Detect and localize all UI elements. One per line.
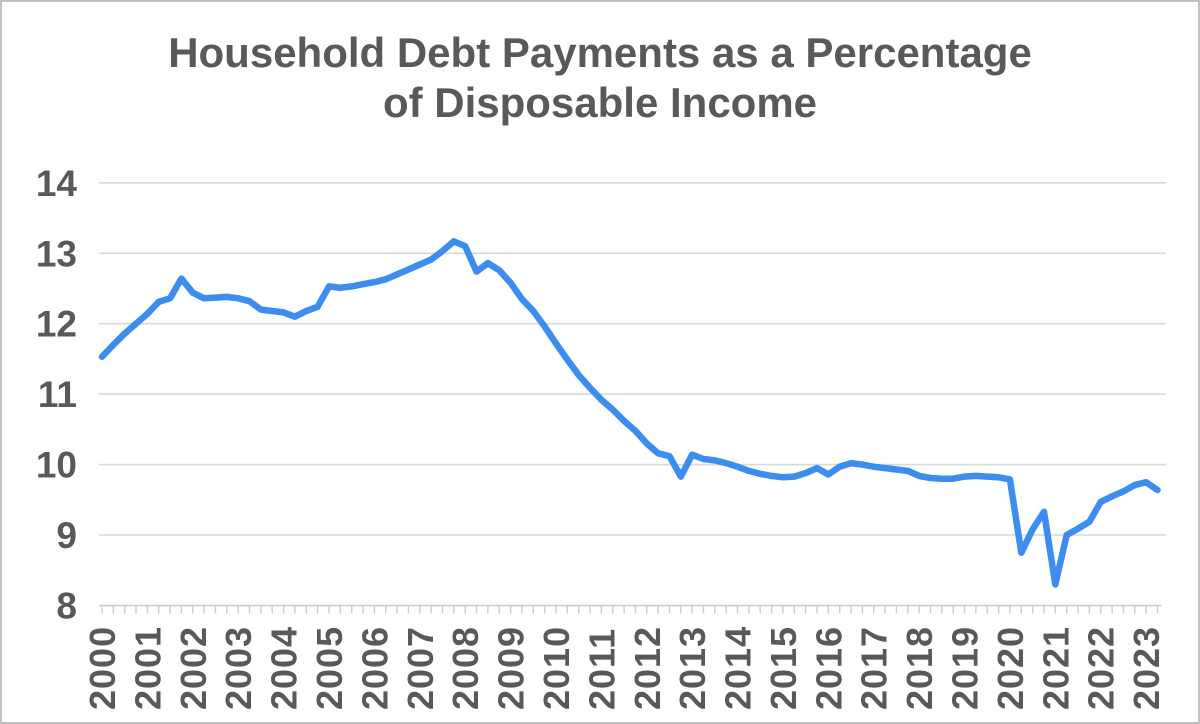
- y-tick-label: 13: [36, 233, 77, 274]
- x-tick-label: 2014: [718, 626, 759, 710]
- chart-title: Household Debt Payments as a Percentage …: [2, 28, 1198, 128]
- x-tick-label: 2001: [127, 626, 168, 710]
- x-tick-label: 2003: [218, 626, 259, 710]
- chart-title-line-2: of Disposable Income: [382, 79, 818, 126]
- x-tick-label: 2018: [899, 626, 940, 710]
- x-axis-labels: 2000 2001 2002 2003 2004 2005 2006 2007 2008 2009…: [82, 626, 1167, 710]
- gridlines: [99, 182, 1166, 536]
- x-tick-label: 2017: [854, 626, 895, 710]
- x-tick-label: 2023: [1126, 626, 1167, 710]
- x-tick-label: 2021: [1035, 626, 1076, 710]
- x-tick-label: 2020: [990, 626, 1031, 710]
- x-tick-label: 2004: [264, 626, 305, 710]
- y-tick-label: 14: [36, 163, 78, 204]
- x-tick-label: 2006: [354, 626, 395, 710]
- x-tick-label: 2011: [581, 628, 622, 710]
- x-tick-label: 2022: [1081, 626, 1122, 710]
- x-tick-label: 2000: [82, 626, 123, 710]
- x-tick-label: 2013: [672, 626, 713, 710]
- y-tick-label: 12: [36, 304, 77, 345]
- y-tick-label: 10: [36, 445, 77, 486]
- x-tick-label: 2016: [808, 626, 849, 710]
- y-axis-labels: 8 9 10 11 12 13 14: [36, 163, 78, 627]
- y-tick-label: 8: [56, 586, 77, 627]
- x-tick-label: 2008: [445, 626, 486, 710]
- x-tick-label: 2015: [763, 626, 804, 710]
- x-tick-label: 2005: [309, 626, 350, 710]
- y-tick-label: 9: [56, 515, 77, 556]
- x-axis-ticks: [99, 604, 1162, 614]
- x-tick-label: 2002: [173, 626, 214, 710]
- debt-payments-line: [98, 238, 1161, 588]
- x-tick-label: 2010: [536, 626, 577, 710]
- x-tick-label: 2019: [945, 626, 986, 710]
- x-tick-label: 2012: [627, 626, 668, 710]
- x-tick-label: 2007: [400, 626, 441, 710]
- x-tick-label: 2009: [491, 626, 532, 710]
- y-tick-label: 11: [38, 374, 77, 415]
- chart-title-line-1: Household Debt Payments as a Percentage: [168, 29, 1032, 76]
